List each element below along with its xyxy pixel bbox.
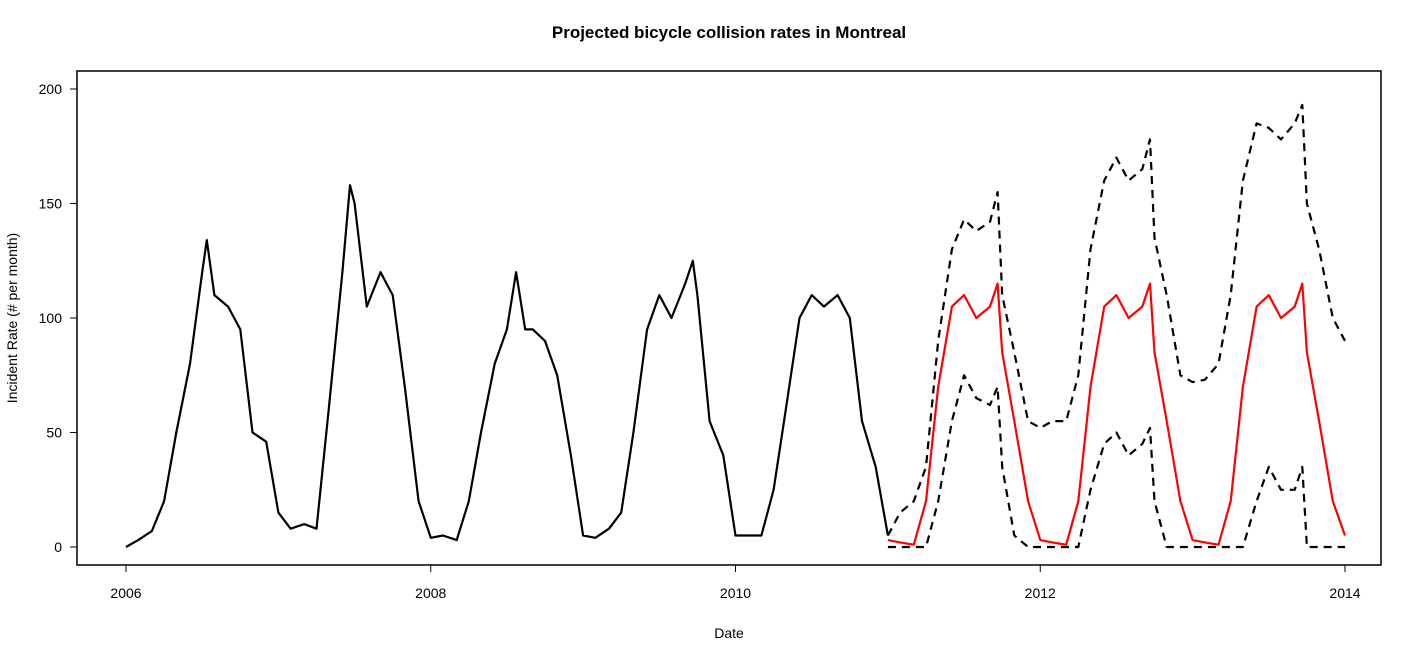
series-line-observed — [125, 184, 889, 548]
y-axis-label: Incident Rate (# per month) — [4, 233, 20, 403]
x-tick-label: 2008 — [415, 585, 446, 601]
y-tick-label: 50 — [46, 425, 62, 441]
y-tick-label: 100 — [39, 310, 63, 326]
y-axis: 0 50 100 150 200 — [39, 81, 78, 555]
y-tick-label: 0 — [54, 539, 62, 555]
y-tick-label: 150 — [39, 196, 63, 212]
x-tick-label: 2014 — [1329, 585, 1360, 601]
series-layer — [125, 103, 1347, 549]
chart-title: Projected bicycle collision rates in Mon… — [552, 23, 906, 42]
series-line-lower-bound — [887, 374, 1345, 549]
x-tick-label: 2010 — [720, 585, 751, 601]
x-tick-label: 2006 — [110, 585, 141, 601]
y-tick-label: 200 — [39, 81, 63, 97]
x-axis: 2006 2008 2010 2012 2014 — [110, 564, 1361, 601]
series-line-forecast — [887, 282, 1347, 546]
x-axis-label: Date — [714, 625, 744, 641]
series-line-upper-bound — [886, 103, 1346, 537]
x-tick-label: 2012 — [1025, 585, 1056, 601]
